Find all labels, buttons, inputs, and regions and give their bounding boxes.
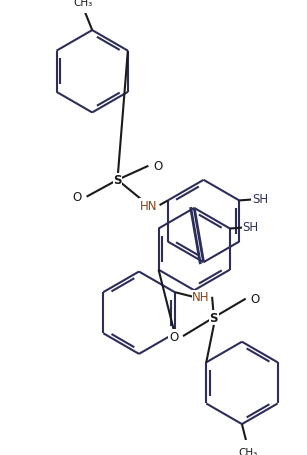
Text: O: O xyxy=(251,293,260,305)
Text: O: O xyxy=(72,191,82,204)
Text: NH: NH xyxy=(192,291,210,303)
Text: CH₃: CH₃ xyxy=(73,0,92,8)
Text: O: O xyxy=(153,160,162,173)
Text: SH: SH xyxy=(252,192,268,206)
Text: S: S xyxy=(210,311,218,324)
Text: O: O xyxy=(169,330,178,343)
Text: SH: SH xyxy=(243,221,258,233)
Text: HN: HN xyxy=(140,199,157,212)
Text: S: S xyxy=(113,174,122,187)
Text: CH₃: CH₃ xyxy=(239,447,258,455)
